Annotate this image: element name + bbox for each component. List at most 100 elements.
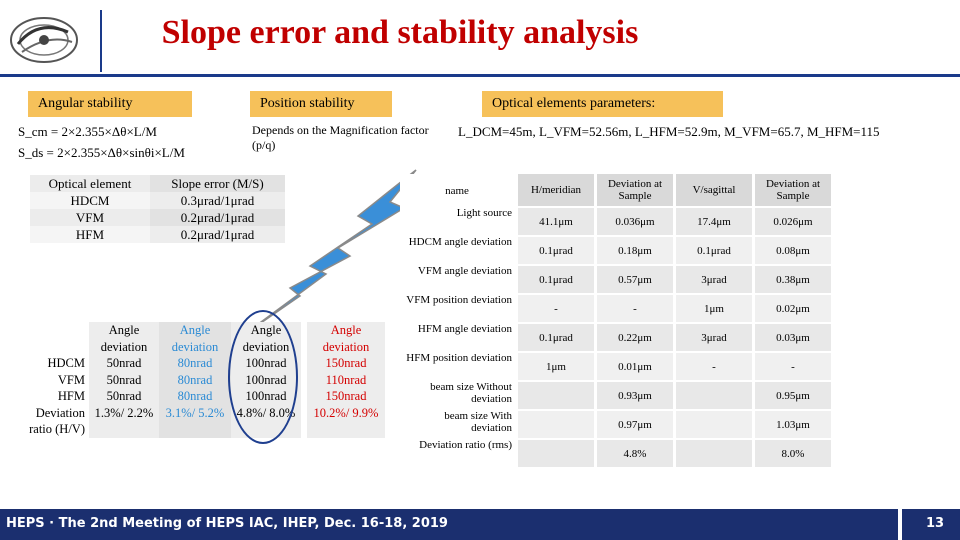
row-name: HFM position deviation [400, 352, 518, 381]
formula-scm: S_cm = 2×2.355×Δθ×L/M [18, 124, 157, 139]
row-label [20, 322, 89, 355]
table-cell: 0.01μm [595, 352, 676, 382]
table-cell: 3μrad [674, 265, 755, 295]
table-cell: 1μm [674, 294, 755, 324]
table-header: H/meridian [518, 174, 597, 208]
table-cell: 3μrad [674, 323, 755, 353]
table-header: name [400, 174, 518, 207]
table-cell [674, 439, 755, 469]
table-cell: 0.1μrad [518, 265, 597, 295]
table-row: Angle deviation Angle deviation Angle de… [20, 322, 385, 355]
table-cell: 0.02μm [753, 294, 834, 324]
row-name: HDCM angle deviation [400, 236, 518, 265]
table-row: beam size Without deviation 0.93μm 0.95μ… [400, 381, 834, 411]
table-cell: 1.03μm [753, 410, 834, 440]
position-note: Depends on the Magnification factor (p/q… [252, 123, 429, 152]
table-cell: 0.38μm [753, 265, 834, 295]
column-header: Angle deviation [159, 322, 231, 355]
table-cell: 0.036μm [595, 207, 676, 237]
highlight-ellipse [228, 310, 298, 444]
table-cell: 50nrad [89, 388, 159, 405]
table-cell: 1μm [518, 352, 597, 382]
optical-parameters-label: Optical elements parameters: [482, 91, 723, 117]
table-row: HFM 50nrad 80nrad 100nrad 150nrad [20, 388, 385, 405]
table-cell: 3.1%/ 5.2% [159, 404, 231, 438]
table-row: name H/meridian Deviation at Sample V/sa… [400, 174, 834, 208]
table-header: Deviation at Sample [595, 174, 676, 208]
table-cell [518, 410, 597, 440]
table-row: VFM position deviation - - 1μm 0.02μm [400, 294, 834, 324]
table-cell [518, 439, 597, 469]
row-name: VFM angle deviation [400, 265, 518, 294]
footer-divider [898, 509, 902, 540]
table-row: VFM 50nrad 80nrad 100nrad 110nrad [20, 371, 385, 388]
table-cell: 0.93μm [595, 381, 676, 411]
optical-parameters-text: L_DCM=45m, L_VFM=52.56m, L_HFM=52.9m, M_… [458, 124, 880, 139]
table-row: HDCM angle deviation 0.1μrad 0.18μm 0.1μ… [400, 236, 834, 266]
table-row: HFM position deviation 1μm 0.01μm - - [400, 352, 834, 382]
table-cell: 80nrad [159, 355, 231, 372]
page-title: Slope error and stability analysis [161, 14, 639, 51]
table-cell [518, 381, 597, 411]
table-cell: 110nrad [307, 371, 385, 388]
row-label: VFM [20, 371, 89, 388]
table-cell: 41.1μm [518, 207, 597, 237]
table-row: beam size With deviation 0.97μm 1.03μm [400, 410, 834, 440]
table-cell: 8.0% [753, 439, 834, 469]
row-name: VFM position deviation [400, 294, 518, 323]
column-header: Angle deviation [307, 322, 385, 355]
footer-bar [0, 509, 960, 540]
table-cell [674, 381, 755, 411]
table-cell: 50nrad [89, 355, 159, 372]
table-cell: 0.3μrad/1μrad [150, 192, 285, 209]
table-row: Deviation ratio (H/V) 1.3%/ 2.2% 3.1%/ 5… [20, 404, 385, 438]
table-cell: - [753, 352, 834, 382]
table-row: HFM 0.2μrad/1μrad [30, 226, 285, 243]
table-cell: 0.1μrad [518, 323, 597, 353]
row-label: Deviation ratio (H/V) [20, 404, 89, 438]
table-row: HDCM 0.3μrad/1μrad [30, 192, 285, 209]
header-divider [100, 10, 102, 72]
table-cell: 0.1μrad [674, 236, 755, 266]
footer-text: HEPS · The 2nd Meeting of HEPS IAC, IHEP… [6, 516, 448, 531]
table-cell: 0.97μm [595, 410, 676, 440]
table-cell: 10.2%/ 9.9% [307, 404, 385, 438]
table-cell: 80nrad [159, 388, 231, 405]
table-row: VFM angle deviation 0.1μrad 0.57μm 3μrad… [400, 265, 834, 295]
optical-elements-table: name H/meridian Deviation at Sample V/sa… [400, 174, 834, 469]
deviation-table: Angle deviation Angle deviation Angle de… [20, 322, 385, 438]
table-header: V/sagittal [674, 174, 755, 208]
angular-stability-label: Angular stability [28, 91, 192, 117]
table-cell: 80nrad [159, 371, 231, 388]
slope-error-table: Optical element Slope error (M/S) HDCM 0… [30, 175, 285, 243]
table-cell: 0.026μm [753, 207, 834, 237]
table-cell: 17.4μm [674, 207, 755, 237]
row-name: Light source [400, 207, 518, 236]
table-cell: 0.57μm [595, 265, 676, 295]
ihep-logo-icon [10, 17, 78, 63]
table-cell: HFM [30, 226, 150, 243]
row-name: beam size With deviation [400, 410, 518, 439]
table-row: VFM 0.2μrad/1μrad [30, 209, 285, 226]
table-cell: 150nrad [307, 355, 385, 372]
table-cell: 0.2μrad/1μrad [150, 226, 285, 243]
header-rule [0, 74, 960, 77]
table-cell: 0.18μm [595, 236, 676, 266]
table-cell: 0.03μm [753, 323, 834, 353]
table-cell: HDCM [30, 192, 150, 209]
position-stability-label: Position stability [250, 91, 392, 117]
row-name: HFM angle deviation [400, 323, 518, 352]
table-cell: VFM [30, 209, 150, 226]
table-header: Optical element [30, 175, 150, 192]
table-cell: - [518, 294, 597, 324]
table-cell [674, 410, 755, 440]
table-row: HDCM 50nrad 80nrad 100nrad 150nrad [20, 355, 385, 372]
table-cell: 1.3%/ 2.2% [89, 404, 159, 438]
table-cell: - [674, 352, 755, 382]
table-row: Optical element Slope error (M/S) [30, 175, 285, 192]
table-row: Deviation ratio (rms) 4.8% 8.0% [400, 439, 834, 469]
column-header: Angle deviation [89, 322, 159, 355]
row-label: HDCM [20, 355, 89, 372]
table-cell: 0.95μm [753, 381, 834, 411]
table-cell: 0.22μm [595, 323, 676, 353]
